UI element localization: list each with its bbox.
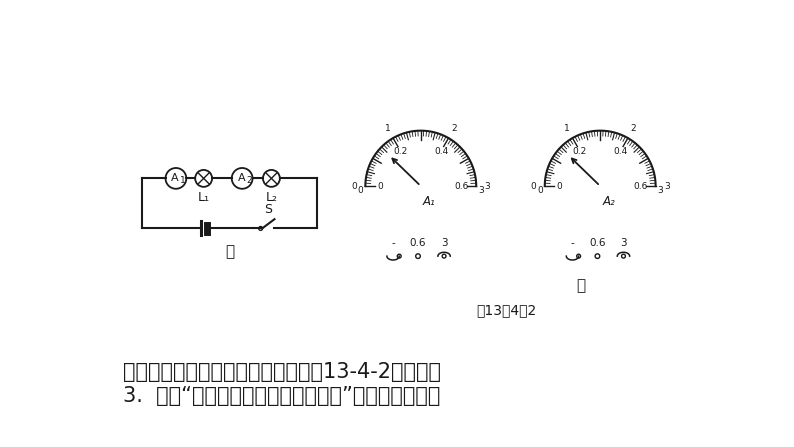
Text: 1: 1 <box>180 176 186 185</box>
Text: 甲: 甲 <box>225 244 234 259</box>
Text: 3: 3 <box>620 238 626 248</box>
Text: 3: 3 <box>441 238 447 248</box>
Text: 1: 1 <box>384 124 391 133</box>
Text: 2: 2 <box>246 176 252 185</box>
Text: S: S <box>264 203 272 216</box>
Text: 1: 1 <box>564 124 570 133</box>
Text: 3: 3 <box>478 186 484 195</box>
Text: 图13－4－2: 图13－4－2 <box>476 303 537 317</box>
Text: 0: 0 <box>358 186 364 195</box>
Text: A₂: A₂ <box>602 195 615 208</box>
Text: 0.4: 0.4 <box>613 147 627 156</box>
Text: 0.6: 0.6 <box>410 238 426 248</box>
Text: A: A <box>172 173 179 183</box>
Text: -: - <box>391 238 395 248</box>
Text: 0.2: 0.2 <box>393 147 407 156</box>
Text: A: A <box>237 173 245 183</box>
Text: 0.6: 0.6 <box>454 181 468 190</box>
Text: 2: 2 <box>451 124 457 133</box>
Text: 规格的灯泡来验证，所接电路图如图13-4-2甲所示。: 规格的灯泡来验证，所接电路图如图13-4-2甲所示。 <box>123 362 441 382</box>
Text: 0.4: 0.4 <box>434 147 448 156</box>
Text: L₂: L₂ <box>265 191 277 204</box>
Text: 0: 0 <box>557 181 563 190</box>
Text: 0: 0 <box>377 181 384 190</box>
Text: 0.6: 0.6 <box>589 238 606 248</box>
Text: 2: 2 <box>630 124 636 133</box>
Text: 3.  为了“探究串联电路中电流的特点”，欣欣选用不同: 3. 为了“探究串联电路中电流的特点”，欣欣选用不同 <box>123 386 440 406</box>
Text: -: - <box>571 238 574 248</box>
Text: 3: 3 <box>664 181 669 190</box>
Text: A₁: A₁ <box>422 195 435 208</box>
Text: 0.2: 0.2 <box>572 147 587 156</box>
Text: 乙: 乙 <box>576 278 585 294</box>
Text: L₁: L₁ <box>198 191 210 204</box>
Text: 3: 3 <box>484 181 490 190</box>
Text: 0: 0 <box>538 186 543 195</box>
Text: 0: 0 <box>531 181 537 190</box>
Text: 0: 0 <box>352 181 357 190</box>
Text: 0.6: 0.6 <box>634 181 648 190</box>
Text: 3: 3 <box>657 186 663 195</box>
